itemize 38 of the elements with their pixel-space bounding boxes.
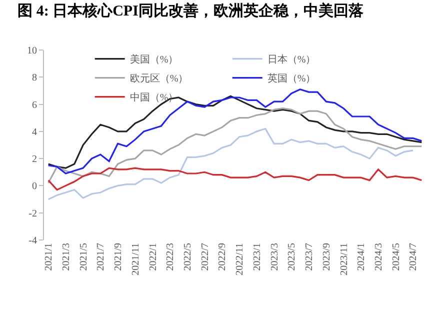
y-tick-label: 4 xyxy=(32,126,37,138)
chart-title: 图 4: 日本核心CPI同比改善，欧洲英企稳，中美回落 xyxy=(18,2,364,20)
x-tick-label: 2022/11 xyxy=(234,243,246,276)
x-tick-label: 2022/7 xyxy=(200,243,211,271)
x-tick-label: 2023/11 xyxy=(338,243,350,276)
x-tick-label: 2022/5 xyxy=(182,243,194,271)
line-series xyxy=(48,128,414,200)
x-tick-label: 2021/3 xyxy=(60,243,72,271)
y-tick-label: 0 xyxy=(32,181,37,192)
x-tick-label: 2021/5 xyxy=(78,243,90,271)
legend-label: 美国（%） xyxy=(130,54,178,66)
y-tick-label: 10 xyxy=(27,46,37,56)
x-tick-label: 2022/3 xyxy=(165,243,176,271)
line-series xyxy=(48,167,422,191)
x-tick-label: 2024/7 xyxy=(408,243,420,271)
x-tick-label: 2024/5 xyxy=(390,243,402,271)
x-tick-label: 2023/9 xyxy=(321,243,332,271)
legend-label: 欧元区（%） xyxy=(130,74,188,85)
y-tick-label: 6 xyxy=(32,100,37,111)
y-tick-label: -2 xyxy=(28,208,37,220)
y-tick-label: 2 xyxy=(32,154,37,166)
x-tick-label: 2022/1 xyxy=(148,243,159,271)
y-tick-label: -4 xyxy=(28,236,37,246)
line-series xyxy=(48,108,422,184)
y-tick-label: 8 xyxy=(32,72,37,84)
x-tick-label: 2023/5 xyxy=(286,243,298,271)
x-tick-label: 2022/9 xyxy=(217,243,228,271)
x-tick-label: 2024/1 xyxy=(356,243,368,271)
x-tick-label: 2023/1 xyxy=(252,243,263,271)
legend-label: 英国（%） xyxy=(267,72,316,85)
x-tick-label: 2021/1 xyxy=(44,243,55,271)
x-tick-label: 2021/9 xyxy=(113,243,124,271)
legend-label: 日本（%） xyxy=(267,54,316,66)
x-tick-label: 2021/11 xyxy=(130,243,142,276)
x-tick-label: 2024/3 xyxy=(374,243,384,271)
x-tick-label: 2023/3 xyxy=(269,243,280,271)
x-tick-label: 2023/7 xyxy=(304,243,316,271)
x-tick-label: 2021/7 xyxy=(96,243,107,271)
